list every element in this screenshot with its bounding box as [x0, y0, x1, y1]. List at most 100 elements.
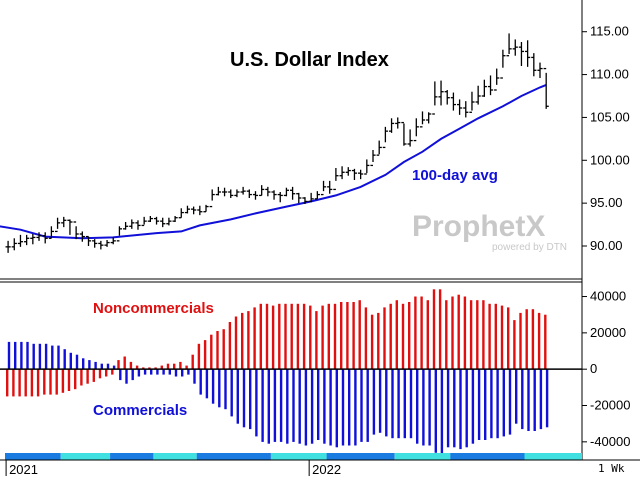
price-bar: [240, 186, 246, 195]
commercial-bar: [20, 341, 23, 370]
noncommercial-bar: [426, 300, 429, 370]
price-bar: [178, 208, 184, 219]
noncommercial-bar: [327, 303, 330, 370]
noncommercial-bar: [6, 369, 9, 397]
price-bar: [426, 112, 432, 124]
commercial-bar: [32, 343, 35, 370]
cot-bars-layer: [6, 289, 549, 455]
noncommercial-bar: [290, 303, 293, 370]
noncommercial-bar: [49, 369, 52, 395]
price-bars-layer: [5, 33, 549, 253]
commercial-bar: [348, 369, 351, 446]
price-bar: [518, 42, 525, 66]
date-band-segment: [153, 453, 197, 460]
price-bar: [487, 75, 494, 96]
date-band-segment: [271, 453, 327, 460]
commercial-bar: [310, 369, 314, 444]
commercial-bar: [354, 369, 357, 446]
price-bar: [370, 150, 376, 167]
noncommercial-bar: [432, 289, 436, 370]
noncommercial-bar: [340, 302, 343, 370]
noncommercial-bar: [537, 312, 541, 370]
price-bar: [67, 219, 73, 235]
commercials-label: Commercials: [93, 402, 187, 419]
commercial-bar: [230, 369, 233, 417]
noncommercial-bar: [420, 296, 423, 370]
commercial-bar: [508, 369, 512, 435]
commercial-bar: [199, 369, 202, 395]
commercial-bar: [409, 369, 413, 439]
price-bar: [358, 169, 364, 180]
commercial-bar: [26, 341, 29, 370]
noncommercial-bar: [333, 303, 337, 370]
commercial-bar: [391, 369, 394, 439]
price-bar: [413, 118, 419, 142]
price-bar: [209, 189, 215, 208]
noncommercial-bar: [92, 369, 95, 382]
price-bar: [432, 81, 438, 115]
commercial-bar: [255, 369, 258, 437]
cot-tick-label: 20000: [590, 325, 626, 340]
commercial-bar: [261, 369, 264, 442]
noncommercial-bar: [408, 302, 411, 370]
commercial-bar: [181, 369, 184, 377]
noncommercial-bar: [241, 312, 244, 370]
price-bar: [98, 240, 104, 250]
commercial-bar: [38, 343, 42, 370]
price-bar: [469, 91, 475, 113]
commercial-bar: [211, 369, 215, 404]
commercial-bar: [372, 369, 376, 435]
noncommercial-bar: [222, 329, 225, 370]
noncommercial-bar: [67, 369, 71, 391]
commercial-bar: [397, 369, 400, 439]
commercial-bar: [112, 365, 116, 370]
noncommercial-bar: [228, 322, 232, 370]
commercial-bar: [174, 369, 178, 377]
noncommercial-bar: [383, 307, 386, 370]
price-bar: [271, 190, 277, 200]
noncommercial-bar: [531, 309, 535, 370]
commercial-bar: [193, 369, 196, 384]
noncommercial-bar: [507, 307, 510, 370]
noncommercial-bar: [513, 320, 516, 370]
price-bar: [382, 126, 388, 149]
price-bar: [141, 216, 147, 227]
commercial-bar: [44, 343, 48, 370]
price-bar: [11, 238, 17, 251]
noncommercial-bar: [544, 314, 547, 370]
noncommercial-bar: [271, 305, 275, 370]
commercial-bar: [218, 369, 221, 408]
commercial-bar: [156, 369, 159, 375]
noncommercial-bar: [247, 311, 250, 370]
commercial-bar: [131, 369, 134, 381]
price-bar: [166, 217, 172, 226]
commercial-bar: [249, 369, 252, 430]
commercial-bar: [125, 369, 128, 384]
date-band-segment: [326, 453, 395, 460]
price-bar: [438, 80, 444, 106]
price-bar: [388, 118, 395, 133]
noncommercial-bar: [457, 294, 460, 370]
noncommercial-bar: [197, 343, 201, 370]
noncommercial-bar: [370, 314, 374, 370]
price-bar: [184, 205, 191, 214]
commercial-bar: [150, 369, 153, 375]
price-bar: [215, 186, 221, 196]
price-bar: [24, 234, 30, 246]
price-bar: [48, 226, 54, 239]
commercial-bar: [366, 369, 369, 442]
noncommercial-bar: [309, 305, 312, 370]
commercial-bar: [490, 369, 493, 439]
commercial-bar: [527, 369, 530, 431]
commercial-bar: [69, 352, 72, 370]
noncommercial-bar: [36, 369, 40, 397]
price-bar: [116, 226, 123, 242]
cot-tick-label: -20000: [590, 398, 630, 413]
watermark-subtitle: powered by DTN: [492, 242, 567, 253]
price-tick-label: 105.00: [590, 109, 630, 124]
commercial-bar: [416, 369, 419, 444]
commercial-bar: [335, 369, 338, 448]
noncommercial-bar: [30, 369, 34, 397]
noncommercial-bar: [234, 316, 238, 370]
commercial-bar: [385, 369, 388, 437]
